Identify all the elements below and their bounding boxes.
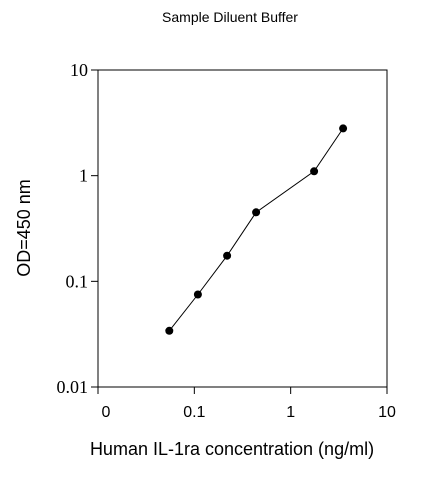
x-tick-label: 0.1 [183,404,205,421]
data-point [339,124,348,133]
plot-frame [97,69,388,388]
x-tick-label: 1 [286,404,295,421]
data-point [310,167,319,176]
plot-area: 0.01 0.1 1 10 0 0.1 1 10 [57,60,397,421]
series-curve [168,128,344,332]
data-point [223,251,232,260]
y-tick-label: 0.1 [66,271,89,291]
series-points [165,124,348,335]
data-point [165,326,174,335]
x-axis-ticks: 0 0.1 1 10 [97,387,396,421]
x-tick-label: 10 [378,404,396,421]
x-tick-label: 0 [102,404,111,421]
y-tick-label: 0.01 [57,377,89,397]
y-axis-ticks: 0.01 0.1 1 10 [57,60,98,397]
y-tick-label: 1 [79,166,88,186]
data-point [252,208,261,217]
x-axis-label: Human IL-1ra concentration (ng/ml) [90,439,374,459]
y-axis-label: OD=450 nm [14,179,34,277]
data-point [193,290,202,299]
series-line [168,128,344,332]
y-tick-label: 10 [70,60,88,80]
chart-title: Sample Diluent Buffer [162,9,298,25]
